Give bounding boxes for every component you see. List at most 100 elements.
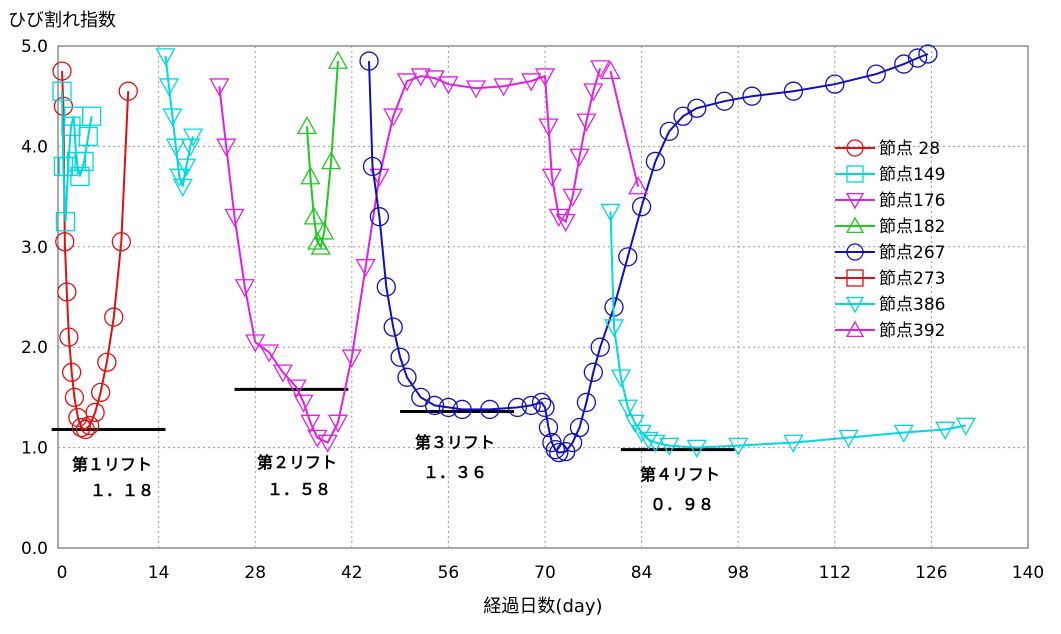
data-point	[686, 439, 707, 458]
data-point	[628, 176, 649, 195]
data-point	[172, 178, 193, 197]
data-point	[85, 402, 105, 423]
data-point	[410, 68, 431, 87]
data-point	[480, 399, 500, 420]
series-2	[209, 60, 611, 453]
data-point	[341, 349, 362, 368]
data-point	[57, 282, 77, 302]
data-point	[534, 68, 556, 87]
data-point	[825, 74, 845, 94]
data-point	[631, 196, 652, 217]
x-tick-label: 42	[341, 563, 363, 583]
data-point	[569, 417, 590, 438]
data-point	[97, 352, 117, 372]
series-4	[359, 44, 938, 463]
data-point	[162, 108, 183, 127]
legend-label: 節点149	[879, 165, 945, 185]
x-tick-label: 0	[57, 563, 68, 583]
data-point	[71, 417, 91, 438]
legend-marker	[845, 296, 865, 314]
data-point	[359, 51, 379, 71]
data-point	[438, 397, 459, 418]
data-point	[62, 362, 82, 382]
annotation-labels: 第１リフト １．１８ 第２リフト １．５８ 第３リフト １．３６ 第４リフト ０．９８	[72, 433, 720, 514]
series-3	[296, 50, 349, 255]
legend-item: 節点392	[835, 320, 945, 341]
data-point	[58, 156, 78, 177]
data-point	[369, 207, 390, 227]
data-point	[52, 81, 72, 101]
data-point	[590, 337, 610, 357]
data-point	[118, 81, 138, 101]
data-point	[300, 414, 321, 433]
legend-item: 節点176	[835, 191, 945, 211]
annotation-title: 第３リフト	[415, 433, 495, 452]
data-point	[576, 113, 597, 132]
data-point	[209, 78, 230, 97]
data-point	[74, 151, 94, 172]
data-point	[555, 213, 576, 233]
data-point	[79, 415, 100, 436]
legend-item: 節点386	[835, 295, 945, 315]
data-point	[549, 442, 569, 463]
x-tick-label: 98	[727, 563, 749, 583]
data-point	[535, 397, 555, 418]
legend-label: 節点267	[879, 243, 945, 263]
data-point	[300, 166, 321, 185]
data-point	[583, 362, 603, 382]
series-line	[609, 70, 640, 187]
legend: 節点 28 節点149 節点176 節点182 節点267 節点273 節点386 節点392	[835, 139, 945, 341]
data-point	[659, 121, 679, 141]
x-tick-label: 84	[631, 563, 653, 583]
data-point	[355, 259, 376, 278]
y-axis-title: ひび割れ指数	[8, 10, 116, 31]
data-point	[383, 317, 403, 337]
data-point	[918, 44, 938, 64]
data-point	[610, 369, 632, 388]
series-0	[52, 61, 138, 440]
data-point	[866, 64, 886, 84]
grid	[58, 46, 1028, 548]
data-point	[507, 397, 528, 418]
data-point	[327, 50, 349, 69]
y-tick-label: 2.0	[21, 338, 48, 358]
data-point	[531, 392, 552, 413]
data-point	[234, 279, 255, 298]
legend-label: 節点182	[879, 217, 945, 237]
data-point	[438, 76, 459, 95]
series-7	[600, 60, 649, 195]
data-point	[465, 80, 487, 99]
data-point	[424, 395, 445, 416]
legend-marker	[845, 320, 865, 338]
legend-label: 節点176	[879, 191, 945, 211]
plot-area	[57, 45, 1029, 549]
data-point	[286, 379, 307, 398]
data-point	[618, 247, 638, 267]
data-point	[935, 421, 956, 440]
data-point	[590, 60, 611, 79]
data-point	[303, 206, 324, 225]
data-point	[155, 48, 176, 67]
data-point	[383, 108, 404, 127]
data-point	[521, 395, 541, 416]
x-tick-label: 14	[148, 563, 170, 583]
data-point	[64, 387, 85, 408]
annotation-value: ０．９８	[650, 495, 714, 514]
data-point	[538, 118, 559, 137]
data-point	[894, 54, 914, 74]
data-point	[176, 158, 197, 177]
x-tick-label: 140	[1012, 563, 1044, 583]
data-point	[70, 166, 90, 187]
data-point	[293, 394, 314, 413]
data-point	[310, 236, 331, 255]
x-tick-label: 126	[915, 563, 947, 583]
data-point	[258, 344, 280, 363]
data-point	[90, 382, 111, 403]
x-tick-label: 56	[438, 563, 460, 583]
legend-marker	[846, 165, 864, 183]
series-line	[609, 211, 967, 449]
annotation-title: 第２リフト	[257, 453, 337, 472]
data-point	[631, 424, 652, 443]
data-point	[182, 128, 204, 147]
series-6	[155, 48, 977, 458]
